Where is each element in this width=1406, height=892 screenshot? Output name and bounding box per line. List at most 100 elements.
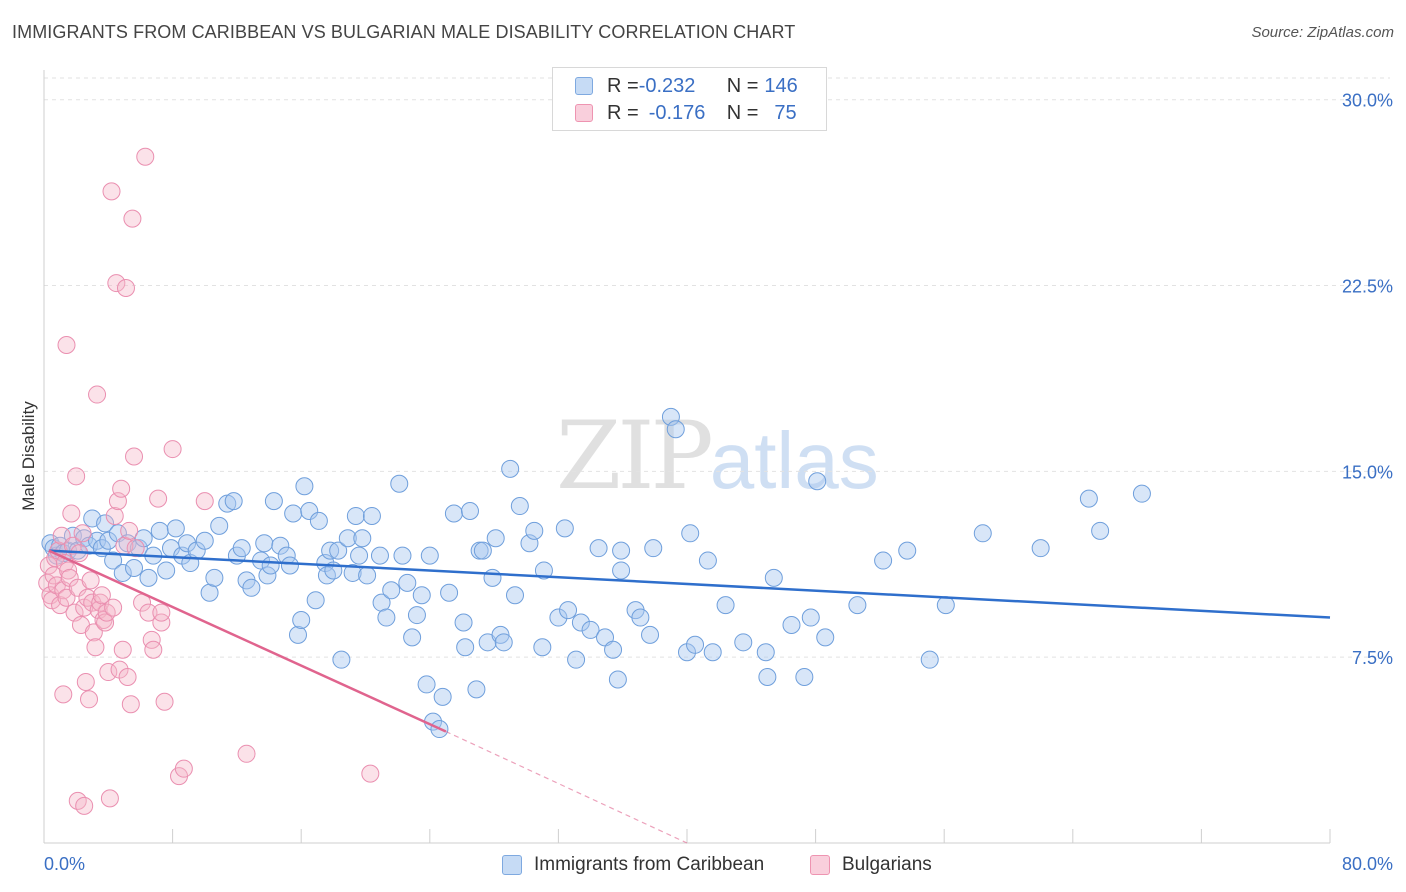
watermark-atlas: atlas <box>709 416 879 505</box>
caribbean-point <box>377 608 396 627</box>
caribbean-point <box>764 568 783 587</box>
bulgarian-point <box>237 744 256 763</box>
bottom-legend-label-caribbean: Immigrants from Caribbean <box>534 854 765 875</box>
bulgarian-point <box>112 479 131 498</box>
caribbean-point <box>370 546 389 565</box>
caribbean-point <box>608 670 627 689</box>
caribbean-point <box>407 606 426 625</box>
bulgarian-point <box>81 571 100 590</box>
caribbean-point <box>343 563 362 582</box>
caribbean-point <box>300 502 319 521</box>
caribbean-point <box>920 650 939 669</box>
caribbean-point <box>295 477 314 496</box>
caribbean-point <box>242 578 261 597</box>
caribbean-point <box>666 420 685 439</box>
caribbean-point <box>420 546 439 565</box>
bulgarian-point <box>125 447 144 466</box>
y-tick-label: 7.5% <box>1352 648 1393 668</box>
caribbean-point <box>362 506 381 525</box>
bulgarian-point <box>126 539 145 558</box>
caribbean-point <box>782 615 801 634</box>
bulgarian-point <box>123 209 142 228</box>
bulgarian-point <box>105 506 124 525</box>
caribbean-point <box>874 551 893 570</box>
caribbean-point <box>309 511 328 530</box>
caribbean-point <box>681 524 700 543</box>
caribbean-point <box>390 474 409 493</box>
bulgarian-point <box>92 586 111 605</box>
caribbean-point <box>559 601 578 620</box>
caribbean-point <box>393 546 412 565</box>
legend-r-key: R = <box>607 74 639 97</box>
bulgarian-point <box>144 640 163 659</box>
grid-lines <box>44 77 1390 658</box>
bulgarian-point <box>152 603 171 622</box>
caribbean-point <box>936 596 955 615</box>
legend-n-value: 146 <box>764 74 798 97</box>
caribbean-point <box>501 459 520 478</box>
caribbean-point <box>157 561 176 580</box>
bulgarian-point <box>51 596 70 615</box>
caribbean-point <box>412 586 431 605</box>
legend-row-bulgarian: R = -0.176 N = 75 <box>575 101 797 125</box>
bulgarian-point <box>63 536 82 555</box>
caribbean-point <box>686 635 705 654</box>
caribbean-point <box>139 568 158 587</box>
caribbean-point <box>589 539 608 558</box>
bulgarian-point <box>99 663 118 682</box>
bulgarian-point <box>59 561 78 580</box>
caribbean-point <box>444 504 463 523</box>
caribbean-point <box>264 492 283 511</box>
trend-line-bulgarian-extension <box>445 730 688 844</box>
caribbean-point <box>456 638 475 657</box>
caribbean-point <box>1079 489 1098 508</box>
caribbean-point <box>195 531 214 550</box>
caribbean-point <box>973 524 992 543</box>
caribbean-point <box>288 625 307 644</box>
caribbean-point <box>604 640 623 659</box>
trend-line-caribbean <box>48 549 1331 619</box>
caribbean-point <box>571 613 590 632</box>
caribbean-point <box>284 504 303 523</box>
bulgarian-point <box>155 692 174 711</box>
caribbean-point <box>224 492 243 511</box>
caribbean-point <box>581 620 600 639</box>
bulgarian-point <box>113 640 132 659</box>
y-axis-title: Male Disability <box>19 401 38 511</box>
caribbean-point <box>210 516 229 535</box>
bulgarian-point <box>62 504 81 523</box>
caribbean-point <box>1132 484 1151 503</box>
caribbean-point <box>166 519 185 538</box>
legend-r-value: -0.176 <box>648 101 706 124</box>
legend-r-key: R = <box>607 101 639 124</box>
caribbean-point <box>816 628 835 647</box>
bulgarian-point <box>361 764 380 783</box>
caribbean-point <box>382 581 401 600</box>
series-bulgarian-points <box>38 147 380 815</box>
caribbean-point <box>494 633 513 652</box>
caribbean-point <box>338 529 357 548</box>
bulgarian-point <box>120 521 139 540</box>
caribbean-point <box>104 551 123 570</box>
bottom-legend-swatch-caribbean <box>502 855 522 875</box>
caribbean-point <box>306 591 325 610</box>
caribbean-point <box>113 563 132 582</box>
caribbean-point <box>99 531 118 550</box>
watermark: ZIPatlas <box>556 402 879 511</box>
caribbean-point <box>525 521 544 540</box>
caribbean-point <box>454 613 473 632</box>
caribbean-point <box>125 558 144 577</box>
bulgarian-point <box>52 526 71 545</box>
caribbean-point <box>417 675 436 694</box>
bulgarian-point <box>54 685 73 704</box>
caribbean-point <box>255 534 274 553</box>
bulgarian-point <box>152 613 171 632</box>
caribbean-point <box>398 573 417 592</box>
chart-title: IMMIGRANTS FROM CARIBBEAN VS BULGARIAN M… <box>12 22 796 42</box>
bulgarian-point <box>86 638 105 657</box>
caribbean-point <box>486 529 505 548</box>
caribbean-point <box>433 687 452 706</box>
bulgarian-point <box>67 467 86 486</box>
caribbean-point <box>641 625 660 644</box>
